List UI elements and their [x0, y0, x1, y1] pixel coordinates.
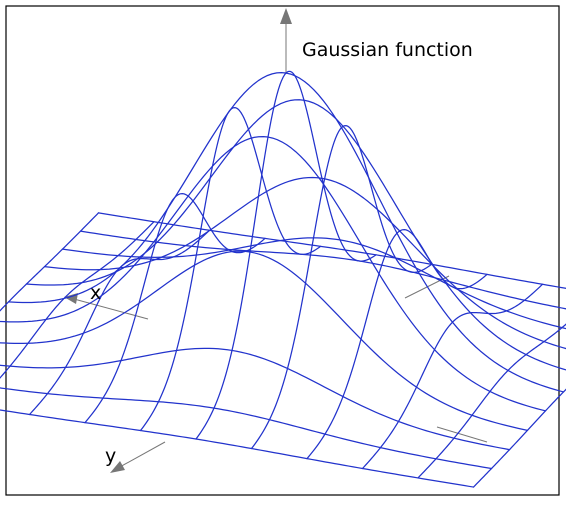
- mesh-line-x-9: [0, 221, 155, 379]
- mesh-line-x-8: [28, 229, 211, 416]
- mesh-line-y-9: [0, 387, 493, 470]
- mesh-line-y-6: [0, 135, 547, 412]
- x-axis-tail-line: [436, 426, 488, 443]
- mesh-line-x-6: [139, 106, 322, 432]
- mesh-line-y-7: [0, 250, 529, 431]
- y-axis-arrow-icon: [110, 461, 125, 473]
- gaussian-mesh: [0, 70, 566, 488]
- chart-title: Gaussian function: [302, 39, 473, 61]
- mesh-line-y-8: [0, 347, 511, 451]
- mesh-line-x-7: [84, 193, 266, 424]
- mesh-line-x-10: [0, 212, 100, 312]
- mesh-line-y-5: [7, 71, 565, 393]
- figure-frame: [5, 5, 560, 496]
- x-axis-label: x: [90, 282, 101, 304]
- z-axis-arrow-icon: [280, 8, 292, 24]
- y-axis-label: y: [105, 445, 116, 467]
- y-axis-line: [117, 441, 166, 469]
- mesh-line-y-10: [0, 409, 475, 488]
- axes-front: [110, 441, 166, 473]
- mesh-line-y-2: [61, 237, 566, 330]
